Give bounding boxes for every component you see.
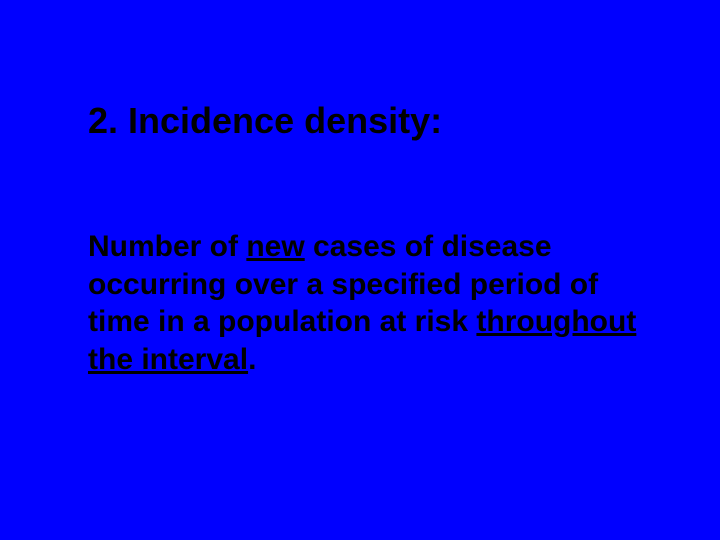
slide-heading: 2. Incidence density:: [88, 100, 442, 142]
body-suffix: .: [248, 343, 256, 376]
underlined-new: new: [246, 230, 304, 263]
body-prefix: Number of: [88, 230, 246, 263]
slide-body-text: Number of new cases of disease occurring…: [88, 228, 648, 378]
slide-container: 2. Incidence density: Number of new case…: [0, 0, 720, 540]
